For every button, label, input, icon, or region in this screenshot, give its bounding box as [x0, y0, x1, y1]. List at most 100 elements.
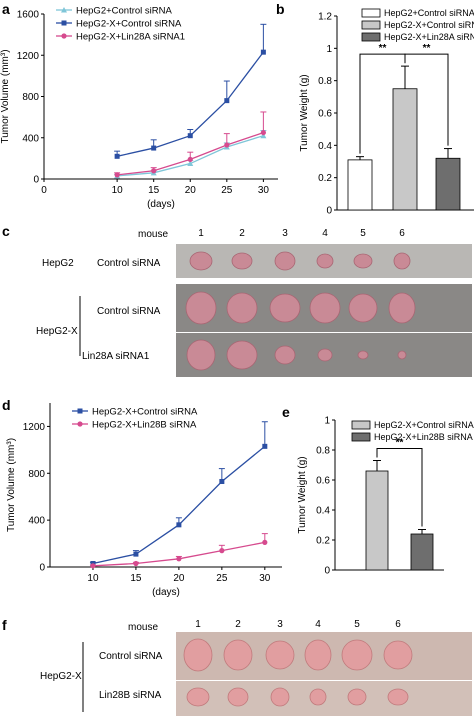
tumor-blobs-f [183, 638, 413, 707]
chart-d-y-tick-label: 400 [28, 516, 45, 527]
chart-b-y-tick-label: 1.2 [318, 12, 332, 23]
chart-d-y-tick-label: 0 [39, 563, 45, 574]
tumor-blob [189, 251, 213, 271]
chart-d-data-point [90, 563, 96, 569]
chart-a-y-tick-label: 1200 [17, 51, 40, 62]
group-label-hepg2: HepG2 [42, 258, 74, 269]
mouse-label-f: mouse [128, 622, 158, 633]
chart-e-y-axis-label: Tumor Weight (g) [297, 456, 308, 533]
chart-d-legend-swatch-marker [77, 408, 83, 414]
chart-a-legend-label: HepG2-X+Control siRNA [76, 19, 182, 30]
tumor-blob [231, 252, 253, 270]
chart-b-y-tick-label: 0.2 [318, 173, 332, 184]
tumor-blobs-c [185, 251, 416, 371]
mouse-numbers-f: 1 2 3 4 5 6 [195, 619, 401, 630]
tumor-blob [317, 348, 333, 362]
tumor-blob [304, 639, 332, 671]
mouse-number-f: 5 [354, 619, 360, 630]
chart-a-data-point [224, 142, 230, 148]
chart-d-x-tick-label: 30 [259, 573, 271, 584]
panel-label-c: c [2, 223, 10, 239]
row-label-f2: Lin28B siRNA [99, 690, 162, 701]
chart-b-y-tick-label: 0.6 [318, 109, 332, 120]
tumor-blob [383, 640, 413, 670]
tumor-blob [274, 345, 296, 365]
chart-d-data-point [219, 478, 225, 484]
mouse-number-c: 1 [198, 228, 204, 239]
chart-b-significance-bracket [404, 53, 449, 146]
panel-label-f: f [2, 617, 7, 633]
mouse-number-c: 4 [322, 228, 328, 239]
chart-a-y-tick-label: 400 [22, 133, 39, 144]
row-label-c1: Control siRNA [97, 258, 161, 269]
tumor-blob [223, 639, 253, 671]
chart-a-legend-label: HepG2-X+Lin28A siRNA1 [76, 32, 185, 43]
chart-a-data-point [187, 133, 193, 139]
chart-a-data-point [260, 132, 267, 139]
chart-e-legend-swatch [351, 432, 371, 442]
chart-d-data-point [176, 556, 182, 562]
tumor-blob [265, 640, 295, 670]
chart-a-x-axis-label: (days) [147, 199, 175, 210]
tumor-blob [185, 291, 217, 325]
chart-e-y-tick-label: 0.8 [316, 446, 330, 457]
row-label-c3: Lin28A siRNA1 [82, 351, 150, 362]
tumor-blob [357, 350, 369, 360]
chart-d-data-point [176, 522, 182, 528]
chart-e-bar-0 [365, 470, 389, 571]
chart-a-data-point [114, 172, 120, 178]
chart-e-legend-label: HepG2-X+Lin28B siRNA [374, 432, 473, 442]
chart-a-y-tick-label: 800 [22, 92, 39, 103]
tumor-blob [348, 293, 378, 323]
chart-d-x-tick-label: 20 [173, 573, 185, 584]
chart-b-legend-label: HepG2-X+Lin28A siRNA1 [384, 32, 474, 42]
chart-d-y-axis-label: Tumor Volume (mm³) [6, 438, 17, 532]
chart-a-y-axis-label: Tumor Volume (mm³) [0, 49, 11, 143]
photo-panel-f: mouse 1 2 3 4 5 6 HepG2-X Control siRNA Lin28… [40, 619, 472, 716]
chart-b-legend-swatch [361, 32, 381, 42]
chart-d-series-line-1 [92, 541, 265, 567]
mouse-number-c: 2 [239, 228, 245, 239]
chart-e: 0 0.2 0.4 0.6 0.8 1 Tumor Weight (g) HepG2-X+Co… [297, 416, 474, 577]
chart-a-y-tick-label: 1600 [17, 10, 40, 21]
tumor-blob [269, 293, 301, 323]
chart-a-x-tick-label: 10 [112, 185, 124, 196]
chart-a-legend-swatch-marker [61, 33, 67, 39]
chart-d-series-line-0 [92, 445, 266, 565]
chart-a-data-point [260, 129, 266, 136]
chart-e-y-tick-label: 1 [324, 416, 330, 427]
chart-d-x-tick-label: 25 [216, 573, 228, 584]
chart-a-x-tick-label: 30 [258, 185, 270, 196]
panel-label-a: a [2, 1, 10, 17]
chart-a-data-point [224, 98, 230, 104]
tumor-blob [186, 687, 210, 707]
tumor-blob [388, 292, 416, 324]
chart-d-legend-label: HepG2-X+Control siRNA [92, 407, 198, 418]
chart-d-y-tick-label: 1200 [23, 422, 46, 433]
chart-b-y-tick-label: 0.4 [318, 141, 332, 152]
chart-a-x-tick-label: 25 [221, 185, 233, 196]
row-label-c2: Control siRNA [97, 306, 161, 317]
chart-b-significance-label: ** [423, 43, 431, 54]
mouse-number-f: 3 [277, 619, 283, 630]
chart-e-significance-bracket [376, 448, 423, 527]
tumor-blob [183, 638, 213, 672]
chart-a: 0 400 800 1200 1600 0 10 15 20 25 30 (days) Tumor Vo… [0, 6, 278, 210]
chart-d-x-tick-label: 15 [130, 573, 142, 584]
chart-e-y-tick-label: 0.2 [316, 536, 330, 547]
mouse-label-c: mouse [138, 229, 168, 240]
row-label-f1: Control siRNA [99, 651, 163, 662]
tumor-blob [393, 252, 411, 270]
chart-e-significance-label: ** [396, 438, 404, 449]
chart-d-x-axis-label: (days) [152, 587, 180, 598]
tumor-blob [186, 339, 216, 371]
chart-b-significance-label: ** [379, 43, 387, 54]
chart-e-legend-label: HepG2-X+Control siRNA [374, 420, 474, 430]
chart-e-y-tick-label: 0.4 [316, 506, 330, 517]
tumor-blob [226, 292, 258, 324]
chart-d-y-tick-label: 800 [28, 469, 45, 480]
chart-a-legend-swatch-marker [61, 7, 67, 13]
mouse-number-f: 4 [315, 619, 321, 630]
chart-e-y-tick-label: 0.6 [316, 476, 330, 487]
tumor-blob [353, 253, 373, 269]
